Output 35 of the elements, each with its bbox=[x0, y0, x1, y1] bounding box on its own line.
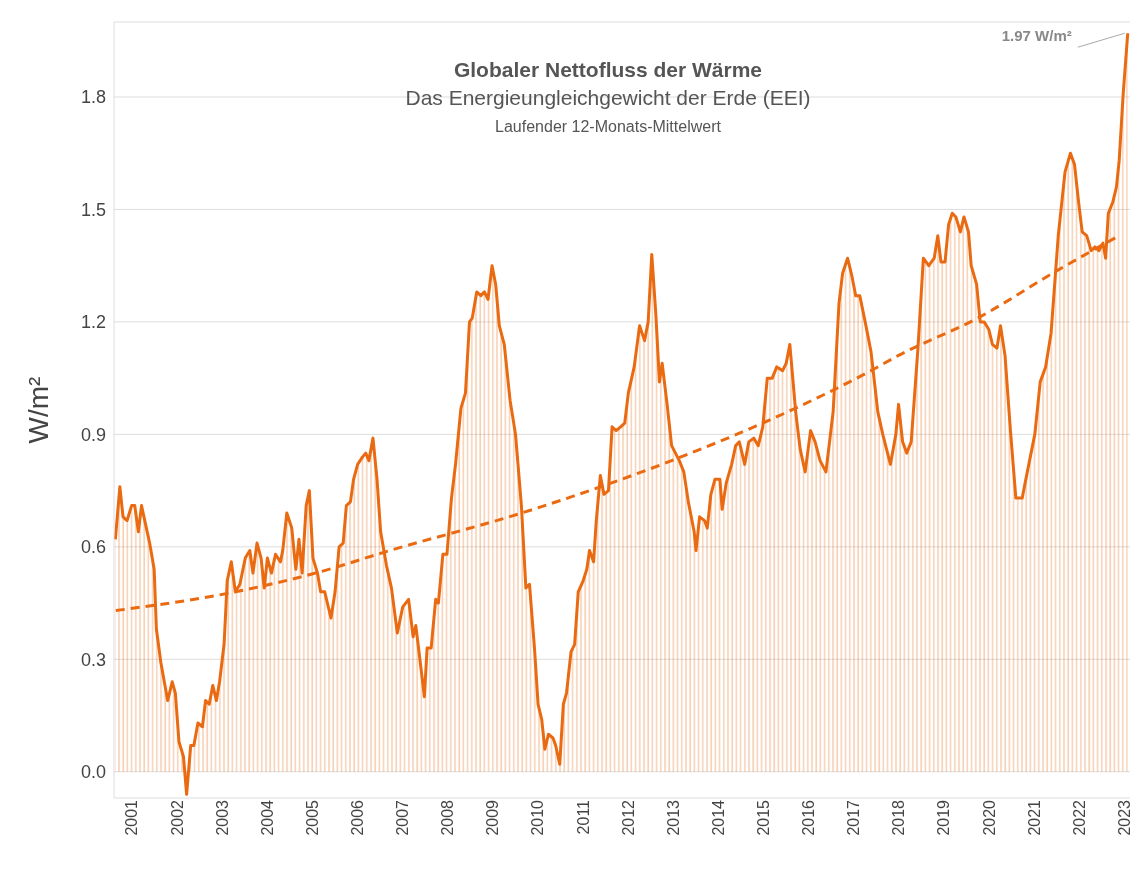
y-tick-label: 0.9 bbox=[80, 424, 106, 445]
text: Das Energieungleichgewicht der Erde (EEI) bbox=[404, 86, 812, 110]
x-tick-label: 2023 bbox=[1115, 799, 1133, 836]
x-tick-label: 2016 bbox=[800, 799, 818, 836]
x-tick-label: 2015 bbox=[755, 799, 773, 836]
y-tick-label: 0.6 bbox=[80, 537, 106, 558]
x-tick-label: 2020 bbox=[980, 799, 998, 836]
y-tick-label: 1.8 bbox=[80, 87, 106, 108]
y-tick-label: 0.0 bbox=[80, 762, 106, 783]
x-tick-label: 2007 bbox=[394, 799, 412, 836]
x-tick-label: 2008 bbox=[439, 799, 457, 836]
x-tick-label: 2001 bbox=[123, 799, 141, 836]
x-tick-label: 2006 bbox=[348, 799, 366, 836]
x-tick-label: 2009 bbox=[484, 799, 502, 836]
x-tick-label: 2005 bbox=[303, 799, 321, 836]
x-tick-label: 2012 bbox=[619, 799, 637, 836]
annotation: Laufender 12-Monats-Mittelwert bbox=[494, 118, 722, 136]
text: Globaler Nettofluss der Wärme bbox=[452, 58, 764, 82]
x-tick-label: 2004 bbox=[258, 799, 276, 836]
y-tick-label: 0.3 bbox=[80, 649, 106, 670]
y-tick-label: 1.2 bbox=[80, 312, 106, 333]
annotation: 1.97 W/m² bbox=[1001, 27, 1072, 45]
y-tick-label: 1.5 bbox=[80, 199, 106, 220]
x-tick-label: 2014 bbox=[709, 799, 727, 836]
x-tick-label: 2003 bbox=[213, 799, 231, 836]
x-tick-label: 2022 bbox=[1070, 799, 1088, 836]
x-tick-label: 2002 bbox=[168, 799, 186, 836]
x-tick-label: 2021 bbox=[1025, 799, 1043, 836]
x-tick-label: 2013 bbox=[664, 799, 682, 836]
x-tick-label: 2018 bbox=[890, 799, 908, 836]
x-tick-label: 2011 bbox=[574, 799, 592, 835]
x-tick-label: 2010 bbox=[529, 799, 547, 836]
x-tick-label: 2019 bbox=[935, 799, 953, 836]
x-tick-label: 2017 bbox=[845, 799, 863, 836]
y-axis-title: W/m² bbox=[22, 376, 54, 444]
